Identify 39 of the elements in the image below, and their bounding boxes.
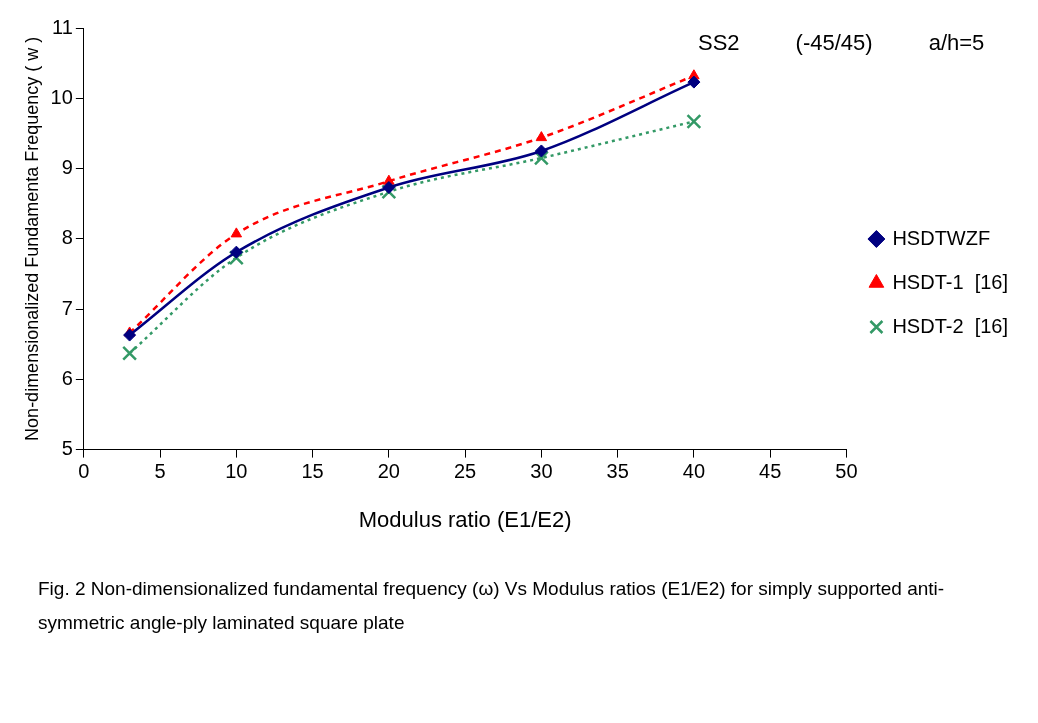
point (533, 150, 549, 166)
x-tick-label: 50 (835, 460, 858, 483)
point (228, 250, 244, 266)
point (381, 184, 397, 200)
x-tick-label: 45 (759, 460, 782, 483)
legend-label: HSDT-1 [16] (892, 270, 1009, 293)
x-tick-label: 15 (301, 460, 324, 483)
x-tick-label: 10 (225, 460, 248, 483)
y-tick-label: 11 (52, 15, 73, 38)
x-tick-label: 5 (154, 460, 166, 483)
point (229, 245, 243, 259)
point (535, 131, 548, 142)
y-tick-label: 9 (61, 156, 73, 179)
caption: Fig. 2 Non-dimensionalized fundamental frequency (ω) Vs Modulus ratios (E1/E2) for simply supported anti-symmetric angle-ply laminated square plate (38, 577, 946, 636)
point (686, 113, 702, 130)
x-tick-label: 0 (78, 460, 90, 483)
x-tick-label: 30 (530, 460, 553, 483)
y-tick-label: 5 (61, 437, 73, 460)
y-tick-label: 7 (61, 296, 73, 319)
y-tick-label: 8 (61, 226, 73, 249)
point (230, 227, 243, 238)
x-tick-label: 25 (454, 460, 477, 483)
x-tick-label: 20 (377, 460, 400, 483)
legend-label: HSDT-2 [16] (892, 314, 1009, 337)
point (121, 345, 138, 361)
x-tick-label: 40 (682, 460, 706, 483)
x-tick-label: 35 (606, 460, 629, 483)
annotation: (-45/45) (795, 30, 873, 56)
y-tick-label: 10 (50, 85, 73, 108)
legend-label: HSDTWZF (892, 226, 991, 249)
annotation: SS2 (698, 30, 740, 56)
point (687, 75, 701, 89)
y-tick-label: 6 (61, 366, 73, 389)
point (534, 144, 548, 158)
x-axis-title: Modulus ratio (E1/E2) (358, 506, 572, 532)
point (123, 328, 137, 342)
y-axis-title: Non-dimensionalized Fundamenta Frequency ( w ) (21, 36, 42, 441)
text: a/h=5 (928, 30, 985, 56)
point (382, 181, 396, 195)
